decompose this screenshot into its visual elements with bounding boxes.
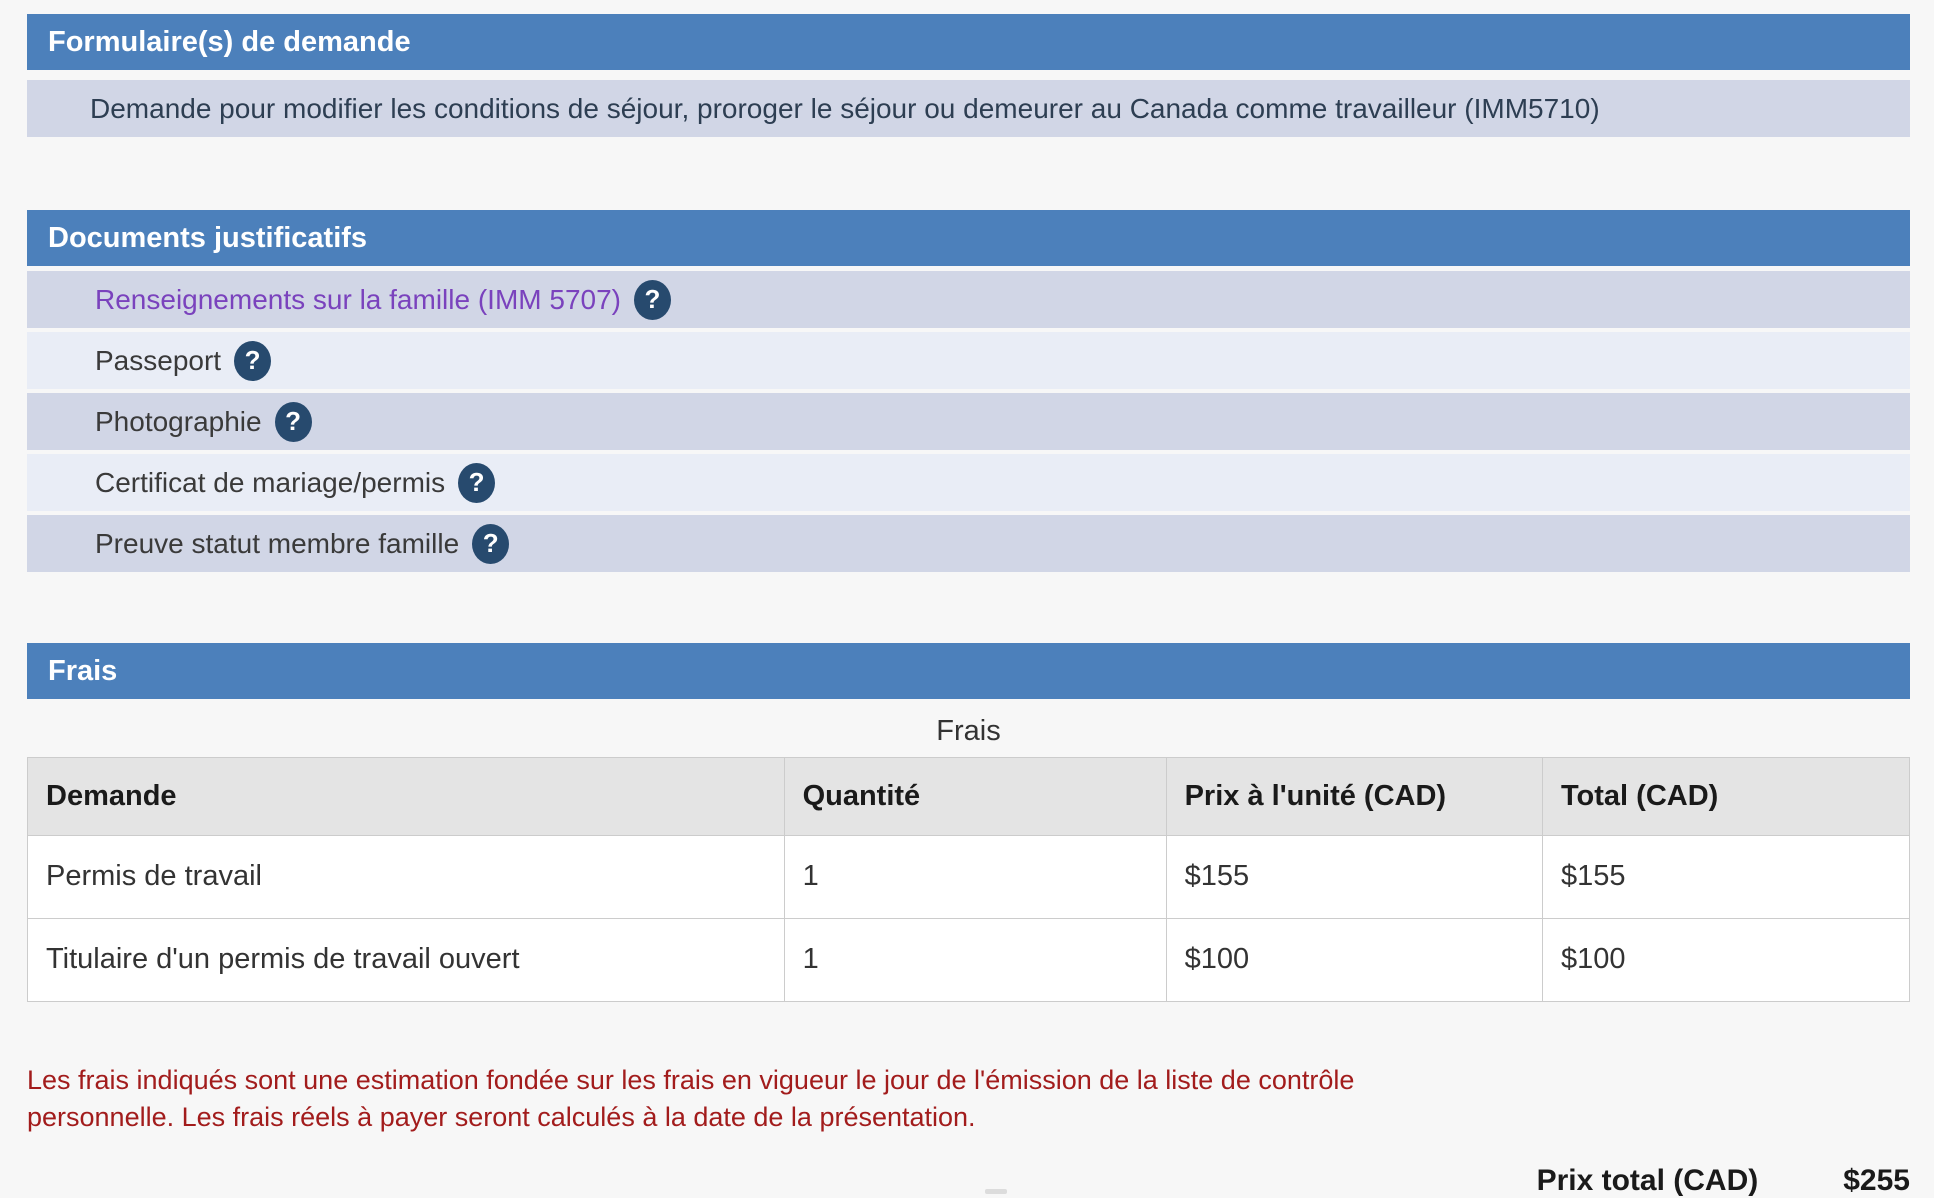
- doc-row-preuve-statut: Preuve statut membre famille ?: [27, 515, 1910, 572]
- fees-header-total: Total (CAD): [1541, 757, 1911, 836]
- checklist-content: Formulaire(s) de demande Demande pour mo…: [27, 14, 1911, 1198]
- fees-table: Demande Quantité Prix à l'unité (CAD) To…: [27, 757, 1911, 1002]
- fee-cell-prix-unite: $100: [1165, 918, 1543, 1002]
- form-row-imm5710: Demande pour modifier les conditions de …: [27, 80, 1910, 137]
- fee-cell-quantite: 1: [783, 918, 1167, 1002]
- section-documents: Documents justificatifs Renseignements s…: [27, 210, 1910, 572]
- doc-label: Photographie: [95, 405, 262, 437]
- help-icon[interactable]: ?: [234, 340, 272, 381]
- form-row-label: Demande pour modifier les conditions de …: [90, 93, 1600, 124]
- help-icon[interactable]: ?: [633, 279, 671, 320]
- doc-row-certificat-mariage: Certificat de mariage/permis ?: [27, 454, 1910, 511]
- fee-cell-prix-unite: $155: [1165, 835, 1543, 919]
- doc-label: Passeport: [95, 344, 222, 376]
- fee-cell-total: $155: [1541, 835, 1911, 919]
- help-icon[interactable]: ?: [274, 401, 312, 442]
- section-header-formulaires: Formulaire(s) de demande: [27, 14, 1910, 70]
- fees-header-demande: Demande: [27, 757, 785, 836]
- total-label: Prix total (CAD): [1536, 1164, 1759, 1197]
- doc-label: Preuve statut membre famille: [95, 527, 460, 559]
- total-value: $255: [1843, 1164, 1910, 1197]
- doc-link-imm5707[interactable]: Renseignements sur la famille (IMM 5707): [95, 283, 621, 315]
- cutoff-element-partial: [985, 1189, 1007, 1194]
- section-header-documents: Documents justificatifs: [27, 210, 1910, 266]
- doc-row-passeport: Passeport ?: [27, 332, 1910, 389]
- table-row: Titulaire d'un permis de travail ouvert …: [27, 918, 1911, 1002]
- section-frais: Frais Frais Demande Quantité Prix à l'un…: [27, 643, 1911, 1198]
- fee-cell-quantite: 1: [783, 835, 1167, 919]
- fees-table-caption: Frais: [936, 715, 1001, 747]
- fees-header-prix-unite: Prix à l'unité (CAD): [1165, 757, 1543, 836]
- section-formulaires: Formulaire(s) de demande Demande pour mo…: [27, 14, 1910, 137]
- fees-header-row: Demande Quantité Prix à l'unité (CAD) To…: [27, 757, 1911, 836]
- fee-cell-demande: Permis de travail: [27, 835, 785, 919]
- section-header-frais: Frais: [27, 643, 1910, 699]
- fees-estimation-note: Les frais indiqués sont une estimation f…: [27, 1065, 1355, 1132]
- help-icon[interactable]: ?: [472, 523, 510, 564]
- doc-row-photographie: Photographie ?: [27, 393, 1910, 450]
- total-row: Prix total (CAD) $255: [27, 1164, 1910, 1198]
- doc-label: Certificat de mariage/permis: [95, 466, 446, 498]
- table-row: Permis de travail 1 $155 $155: [27, 835, 1911, 919]
- fee-cell-total: $100: [1541, 918, 1911, 1002]
- fee-cell-demande: Titulaire d'un permis de travail ouvert: [27, 918, 785, 1002]
- fees-header-quantite: Quantité: [783, 757, 1167, 836]
- doc-row-famille: Renseignements sur la famille (IMM 5707)…: [27, 271, 1910, 328]
- help-icon[interactable]: ?: [458, 462, 496, 503]
